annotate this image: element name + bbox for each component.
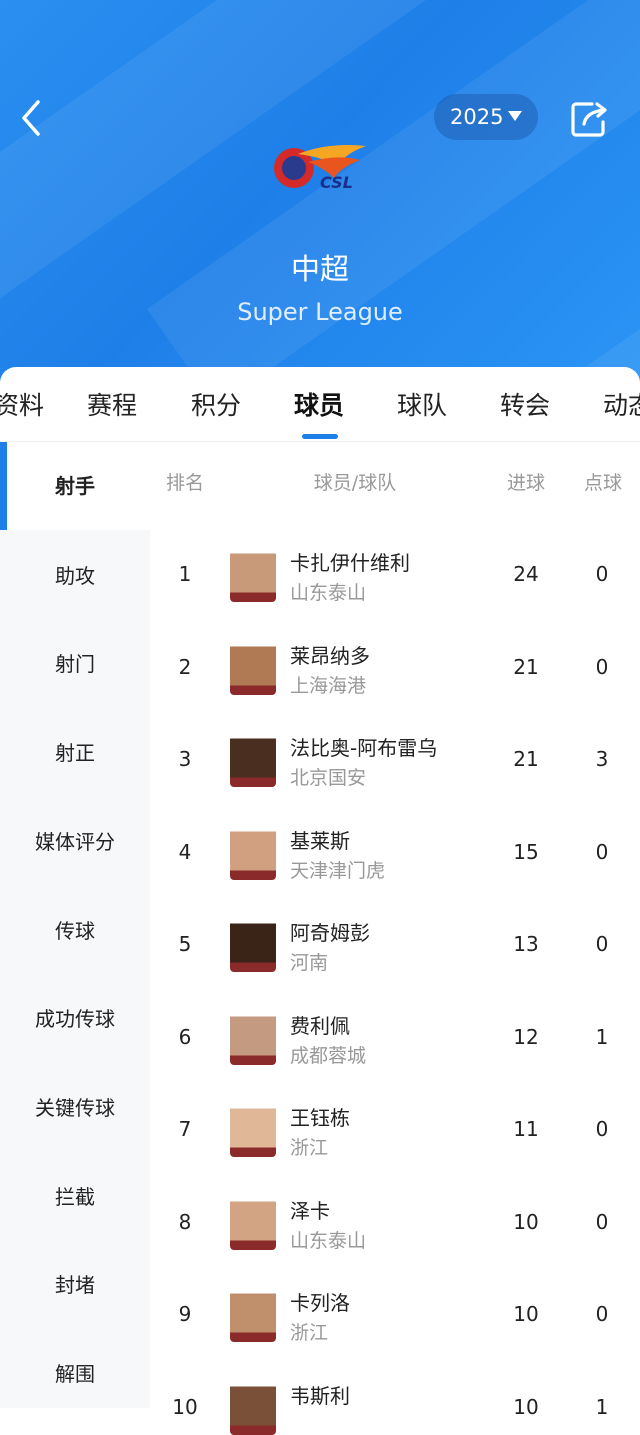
rank: 3 (178, 747, 192, 771)
sidebar-item[interactable]: 媒体评分 (35, 829, 115, 854)
player-name[interactable]: 王钰栋 (290, 1106, 350, 1130)
header: 2025 CSL 中超 Super League (0, 0, 640, 390)
back-button[interactable] (18, 98, 48, 138)
player-name[interactable]: 韦斯利 (290, 1383, 350, 1408)
team-name: 天津津门虎 (290, 859, 386, 882)
column-header: 排名 (165, 472, 204, 494)
rank: 1 (178, 562, 192, 586)
player-name[interactable]: 卡扎伊什维利 (290, 551, 410, 575)
goals: 12 (513, 1024, 539, 1049)
player-avatar (230, 1010, 276, 1065)
player-avatar (230, 640, 276, 695)
rank: 6 (178, 1024, 192, 1049)
column-header: 点球 (583, 472, 622, 494)
player-name[interactable]: 基莱斯 (290, 828, 350, 853)
penalties: 0 (595, 1302, 609, 1326)
goals: 11 (513, 1117, 539, 1141)
penalties: 0 (595, 932, 609, 956)
rank: 7 (178, 1117, 192, 1141)
player-name[interactable]: 卡列洛 (290, 1291, 350, 1315)
sidebar-item[interactable]: 封堵 (55, 1273, 95, 1298)
goals: 10 (513, 1394, 539, 1419)
sidebar-item[interactable]: 助攻 (55, 563, 95, 588)
goals: 15 (513, 839, 539, 864)
team-name: 山东泰山 (290, 1229, 367, 1252)
logo-text: CSL (320, 173, 353, 192)
rank: 9 (178, 1302, 192, 1326)
sidebar-item[interactable]: 关键传球 (35, 1095, 115, 1120)
team-name: 河南 (290, 952, 329, 974)
tab-indicator (302, 434, 338, 439)
player-avatar (230, 1195, 276, 1250)
goals: 21 (513, 654, 539, 679)
tab[interactable]: 转会 (500, 391, 551, 420)
player-name[interactable]: 阿奇姆彭 (290, 921, 370, 945)
sidebar-item[interactable]: 射手 (0, 442, 150, 530)
player-name[interactable]: 莱昂纳多 (290, 643, 370, 668)
tab[interactable]: 资料 (0, 391, 45, 420)
sidebar-item[interactable]: 解围 (55, 1362, 95, 1386)
sidebar-indicator (0, 442, 7, 530)
player-name[interactable]: 泽卡 (290, 1198, 330, 1223)
year-selector[interactable]: 2025 (434, 94, 538, 140)
year: 2025 (450, 105, 504, 129)
player-avatar (230, 548, 276, 602)
column-header: 进球 (506, 472, 545, 494)
sidebar-item[interactable]: 传球 (55, 918, 95, 943)
league-subtitle: Super League (237, 298, 403, 326)
penalties: 1 (595, 1394, 609, 1419)
player-avatar (230, 1103, 276, 1157)
sidebar-item[interactable]: 射门 (55, 652, 95, 677)
tab[interactable]: 积分 (191, 391, 242, 420)
goals: 13 (513, 932, 539, 956)
player-avatar (230, 1288, 276, 1342)
goals: 10 (513, 1209, 539, 1234)
player-name[interactable]: 法比奥-阿布雷乌 (290, 736, 438, 760)
player-name[interactable]: 费利佩 (290, 1013, 350, 1038)
sidebar-item[interactable]: 射正 (55, 741, 95, 766)
penalties: 0 (595, 1117, 609, 1141)
tab[interactable]: 球队 (397, 391, 448, 420)
share-button[interactable] (570, 100, 610, 138)
goals: 21 (513, 747, 539, 771)
league-title: 中超 (290, 252, 349, 286)
penalties: 0 (595, 1209, 609, 1234)
league-logo: CSL (274, 145, 366, 192)
team-name: 浙江 (290, 1322, 329, 1344)
penalties: 3 (595, 747, 609, 771)
goals: 24 (513, 562, 539, 586)
rank: 5 (178, 932, 192, 956)
column-header: 球员/球队 (313, 472, 397, 494)
tab[interactable]: 动态 (603, 391, 640, 420)
penalties: 0 (595, 654, 609, 679)
divider (0, 441, 640, 442)
team-name: 成都蓉城 (290, 1044, 367, 1067)
rank: 2 (178, 654, 192, 679)
sidebar-item[interactable]: 拦截 (55, 1184, 95, 1209)
goals: 10 (513, 1302, 539, 1326)
player-avatar (230, 733, 276, 787)
sidebar (0, 442, 150, 1408)
penalties: 0 (595, 562, 609, 586)
rank: 10 (172, 1394, 198, 1419)
penalties: 0 (595, 839, 609, 864)
penalties: 1 (595, 1024, 609, 1049)
team-name: 上海海港 (290, 674, 367, 697)
team-name: 浙江 (290, 1137, 329, 1159)
player-avatar (230, 918, 276, 972)
tab[interactable]: 赛程 (87, 391, 138, 420)
tab[interactable]: 球员 (294, 391, 345, 420)
rank: 4 (178, 839, 192, 864)
team-name: 北京国安 (290, 767, 367, 789)
team-name: 山东泰山 (290, 582, 367, 604)
sidebar-item[interactable]: 成功传球 (35, 1007, 115, 1032)
rank: 8 (178, 1209, 192, 1234)
player-avatar (230, 825, 276, 880)
